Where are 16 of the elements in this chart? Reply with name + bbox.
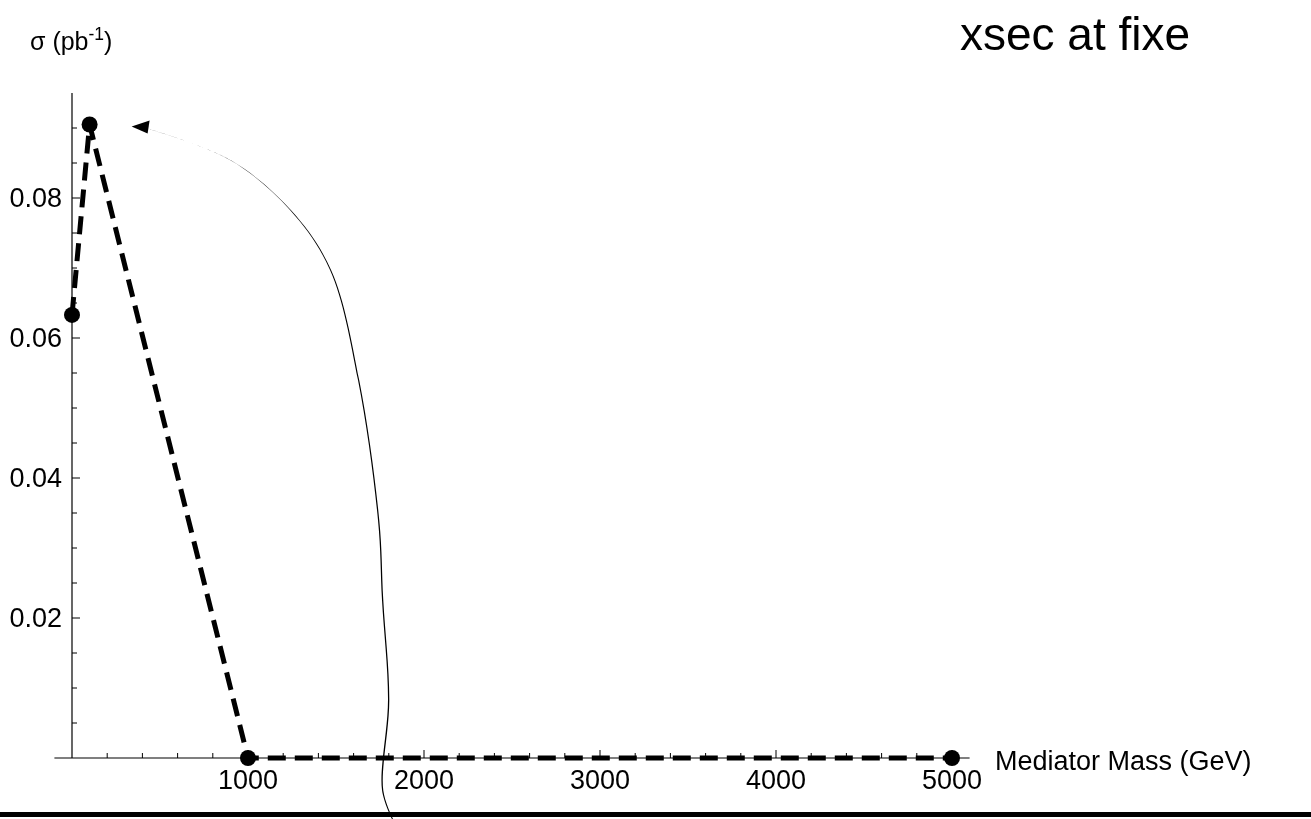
x-tick-label: 5000 <box>921 765 983 795</box>
point <box>240 750 256 766</box>
y-tick-label: 0.08 <box>9 183 62 213</box>
y-tick-label: 0.02 <box>9 603 62 633</box>
x-tick-label: 1000 <box>217 765 279 795</box>
x-tick-label: 3000 <box>569 765 631 795</box>
x-axis-title: Mediator Mass (GeV) <box>995 746 1252 776</box>
x-tick-label: 4000 <box>745 765 807 795</box>
point <box>944 750 960 766</box>
y-tick-label: 0.04 <box>9 463 62 493</box>
point <box>64 306 80 323</box>
y-axis-title: σ (pb$^{-1}$) <box>30 24 113 55</box>
text: xsec at fixe <box>960 8 1191 60</box>
x-tick-label: 2000 <box>393 765 455 795</box>
point <box>81 116 98 133</box>
y-tick-label: 0.06 <box>9 323 62 353</box>
